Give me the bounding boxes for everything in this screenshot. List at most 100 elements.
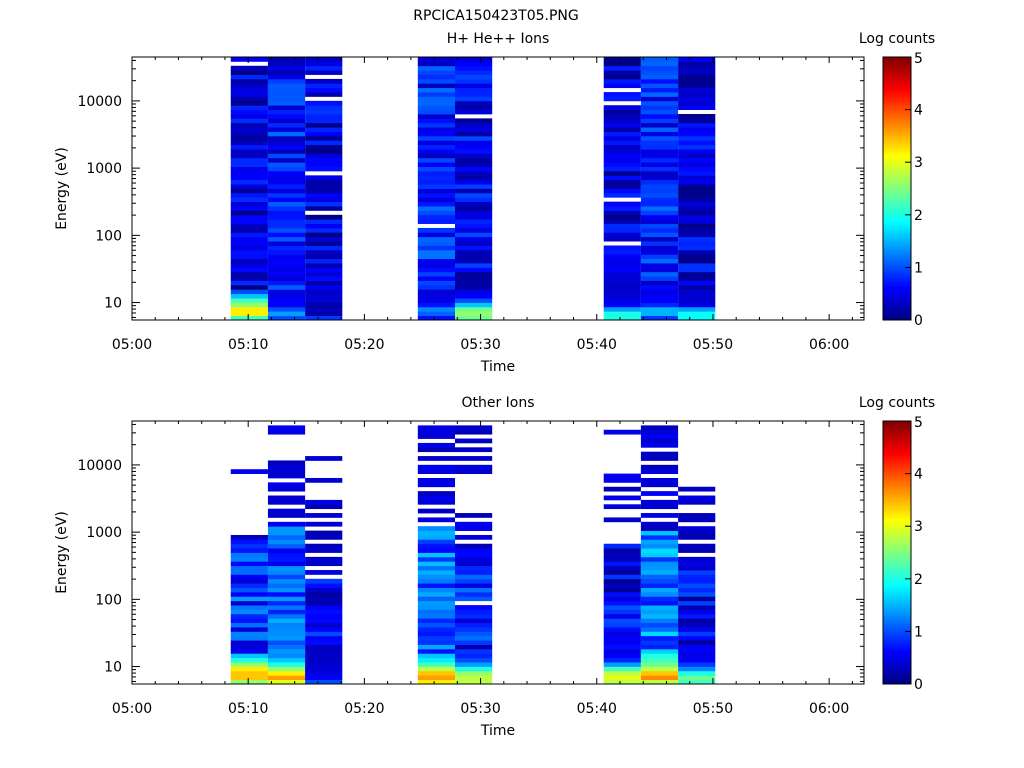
colorbar-segment [883,447,911,451]
spectrogram-cell [678,170,716,176]
colorbar-segment [883,83,911,87]
spectrogram-cell [267,460,306,466]
spectrogram-cell [230,284,268,290]
spectrogram-cell [305,298,343,303]
colorbar-segment [883,78,911,82]
spectrogram-cell [267,232,306,238]
spectrogram-cell [267,429,306,435]
spectrogram-cell [267,109,306,115]
spectrogram-cell [305,131,343,137]
spectrogram-cell [230,280,268,286]
colorbar-segment [883,623,911,627]
spectrogram-cell [678,293,716,299]
spectrogram-cell [678,517,716,523]
colorbar-tick-label: 0 [914,677,923,693]
spectrogram-cell [305,666,343,672]
spectrogram-cell [640,627,679,632]
spectrogram-cell [305,105,343,110]
spectrogram-cell [455,565,493,571]
spectrogram-cell [640,153,679,159]
colorbar-segment [883,70,911,74]
colorbar-segment [883,62,911,66]
colorbar-segment [883,243,911,247]
spectrogram-cell [267,254,306,260]
spectrogram-cell [603,135,641,141]
spectrogram-cell [678,600,716,606]
spectrogram-cell [640,302,679,308]
spectrogram-cell [305,223,343,229]
spectrogram-cell [640,548,679,553]
spectrogram-cell [230,631,268,637]
spectrogram-cell [305,548,343,553]
colorbar-segment [883,618,911,622]
colorbar-segment [883,476,911,480]
spectrogram-cell [267,100,306,106]
colorbar-segment [883,130,911,134]
spectrogram-cell [230,197,268,203]
spectrogram-cell [305,289,343,295]
spectrogram-cell [603,504,641,510]
spectrogram-cell [267,499,306,505]
spectrogram-cell [305,206,343,211]
spectrogram-cell [230,596,268,602]
spectrogram-cell [267,315,306,321]
spectrogram-cell [305,100,343,106]
colorbar-segment [883,434,911,438]
spectrogram-cell [603,188,641,194]
spectrogram-cell [417,534,456,540]
spectrogram-cell [603,648,641,654]
colorbar-segment [883,649,911,653]
colorbar-segment [883,431,911,435]
spectrogram-cell [417,526,456,531]
colorbar-segment [883,463,911,467]
spectrogram-cell [455,574,493,580]
spectrogram-cell [267,201,306,207]
spectrogram-cell [417,644,456,650]
spectrogram-cell [417,653,456,659]
spectrogram-cell [640,456,679,461]
colorbar-segment [883,634,911,638]
spectrogram-cell [417,429,456,435]
spectrogram-cell [455,587,493,593]
colorbar-segment [883,309,911,313]
colorbar-segment [883,605,911,609]
x-tick-label: 05:20 [344,701,384,717]
scan-column [230,57,268,321]
spectrogram-cell [417,552,456,558]
spectrogram-cell [678,61,716,67]
spectrogram-cell [455,109,493,115]
colorbar-segment [883,507,911,511]
spectrogram-cell [678,662,716,667]
spectrogram-cell [640,464,679,470]
spectrogram-cell [230,170,268,176]
spectrogram-cell [417,293,456,299]
spectrogram-cell [603,276,641,281]
spectrogram-cell [603,144,641,150]
colorbar-segment [883,233,911,237]
spectrogram-cell [640,227,679,233]
spectrogram-cell [640,679,679,685]
colorbar-segment [883,120,911,124]
spectrogram-cell [455,188,493,194]
spectrogram-cell [603,311,641,317]
spectrogram-cell [305,477,343,483]
spectrogram-cell [267,508,306,514]
spectrogram-cell [640,236,679,242]
spectrogram-cell [267,170,306,176]
spectrogram-cell [305,456,343,461]
spectrogram-cell [267,640,306,645]
spectrogram-cell [603,140,641,146]
spectrogram-cell [417,306,456,312]
spectrogram-cell [230,188,268,194]
spectrogram-cell [640,258,679,264]
spectrogram-cell [640,219,679,224]
spectrogram-cell [455,210,493,216]
spectrogram-cell [417,92,456,97]
spectrogram-cell [267,473,306,479]
spectrogram-cell [230,679,268,685]
spectrogram-cell [603,578,641,584]
spectrogram-cell [640,122,679,128]
colorbar-segment [883,225,911,229]
colorbar: 0 1 2 3 4 5 Log counts [859,395,935,693]
spectrogram-cell [455,214,493,220]
